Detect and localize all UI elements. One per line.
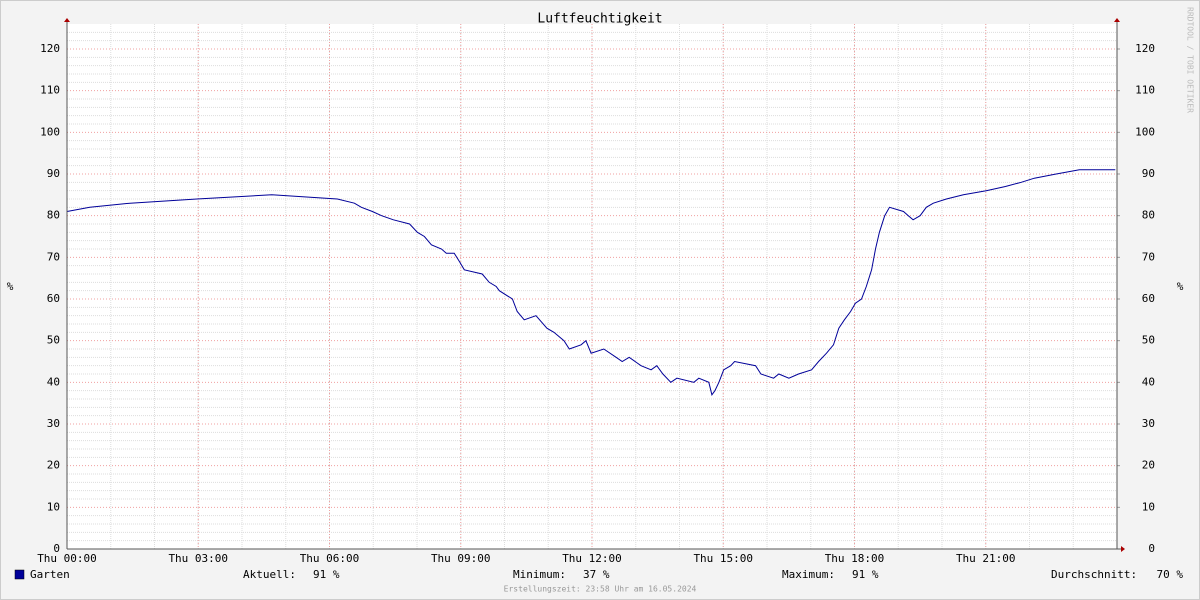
y2-tick-label: 40 bbox=[1142, 375, 1155, 388]
stat-label: Durchschnitt: bbox=[1051, 568, 1137, 581]
y-tick-label: 30 bbox=[47, 417, 60, 430]
y-tick-label: 100 bbox=[40, 125, 60, 138]
chart-title: Luftfeuchtigkeit bbox=[537, 12, 662, 27]
x-tick-label: Thu 06:00 bbox=[300, 552, 360, 565]
y2-tick-label: 60 bbox=[1142, 292, 1155, 305]
y-tick-label: 0 bbox=[53, 542, 60, 555]
y-tick-label: 50 bbox=[47, 334, 60, 347]
y2-tick-label: 20 bbox=[1142, 459, 1155, 472]
y-tick-label: 70 bbox=[47, 250, 60, 263]
stat-value: 91 % bbox=[313, 568, 340, 581]
stat-value: 70 % bbox=[1157, 568, 1184, 581]
stat-label: Minimum: bbox=[513, 568, 566, 581]
axis-arrow bbox=[1121, 546, 1125, 552]
y-tick-label: 40 bbox=[47, 375, 60, 388]
stat-label: Aktuell: bbox=[243, 568, 296, 581]
x-tick-label: Thu 18:00 bbox=[825, 552, 885, 565]
y2-tick-label: 120 bbox=[1135, 42, 1155, 55]
y2-axis-label: % bbox=[1177, 280, 1184, 293]
y-tick-label: 60 bbox=[47, 292, 60, 305]
y-tick-label: 120 bbox=[40, 42, 60, 55]
data-line bbox=[66, 169, 1116, 396]
y2-tick-label: 10 bbox=[1142, 500, 1155, 513]
stat-label: Maximum: bbox=[782, 568, 835, 581]
side-text: RRDTOOL / TOBI OETIKER bbox=[1186, 7, 1195, 113]
y2-tick-label: 110 bbox=[1135, 84, 1155, 97]
y-tick-label: 110 bbox=[40, 84, 60, 97]
y2-tick-label: 0 bbox=[1148, 542, 1155, 555]
y2-tick-label: 30 bbox=[1142, 417, 1155, 430]
stat-value: 91 % bbox=[852, 568, 879, 581]
y-axis-label: % bbox=[7, 280, 14, 293]
y-tick-label: 20 bbox=[47, 459, 60, 472]
footer: Erstellungszeit: 23:58 Uhr am 16.05.2024 bbox=[504, 585, 697, 594]
axis-arrow bbox=[1114, 18, 1120, 22]
legend-swatch bbox=[14, 569, 25, 580]
x-tick-label: Thu 03:00 bbox=[168, 552, 228, 565]
y2-tick-label: 100 bbox=[1135, 125, 1155, 138]
y2-tick-label: 70 bbox=[1142, 250, 1155, 263]
legend-label: Garten bbox=[30, 568, 70, 581]
axis-arrow bbox=[64, 18, 70, 22]
x-tick-label: Thu 12:00 bbox=[562, 552, 622, 565]
y-tick-label: 10 bbox=[47, 500, 60, 513]
y2-tick-label: 50 bbox=[1142, 334, 1155, 347]
y2-tick-label: 90 bbox=[1142, 167, 1155, 180]
x-tick-label: Thu 00:00 bbox=[37, 552, 97, 565]
x-tick-label: Thu 15:00 bbox=[693, 552, 753, 565]
y-tick-label: 90 bbox=[47, 167, 60, 180]
y2-tick-label: 80 bbox=[1142, 209, 1155, 222]
stat-value: 37 % bbox=[583, 568, 610, 581]
x-tick-label: Thu 21:00 bbox=[956, 552, 1016, 565]
y-tick-label: 80 bbox=[47, 209, 60, 222]
x-tick-label: Thu 09:00 bbox=[431, 552, 491, 565]
